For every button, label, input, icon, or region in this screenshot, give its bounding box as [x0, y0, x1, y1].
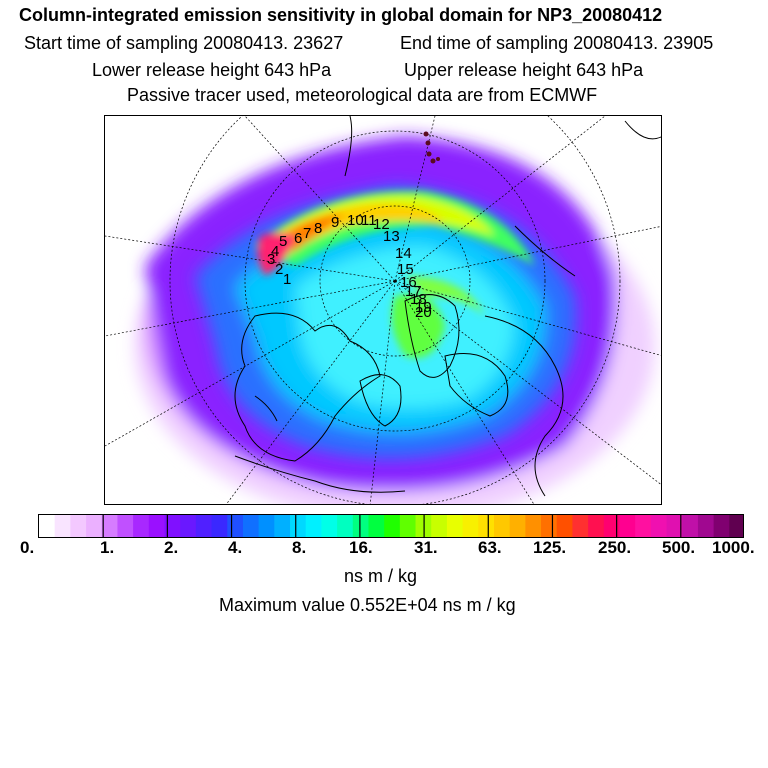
- colorbar-swatch: [729, 515, 743, 537]
- colorbar-tick: 8.: [292, 538, 307, 557]
- colorbar-swatch: [478, 515, 495, 537]
- maximum-value-label: Maximum value 0.552E+04 ns m / kg: [219, 595, 516, 615]
- colorbar-graphic: [39, 515, 743, 537]
- release-point-label: 8: [314, 220, 322, 237]
- release-point-label: 7: [303, 225, 311, 242]
- colorbar-swatch: [713, 515, 730, 537]
- release-point-label: 17: [405, 283, 422, 300]
- colorbar-swatch: [290, 515, 307, 537]
- colorbar-swatch: [148, 515, 166, 537]
- colorbar-tick: 1000.: [712, 538, 755, 557]
- release-point-label: 5: [279, 233, 287, 250]
- colorbar-swatch: [572, 515, 589, 537]
- colorbar-swatch: [493, 515, 511, 537]
- release-point-label: 4: [271, 243, 279, 260]
- colorbar-swatch: [258, 515, 275, 537]
- release-point-label: 18: [410, 291, 427, 308]
- colorbar-swatch: [603, 515, 621, 537]
- colorbar-swatch: [541, 515, 558, 537]
- units-label: ns m / kg: [344, 566, 418, 586]
- figure-title: Column-integrated emission sensitivity i…: [19, 5, 663, 25]
- colorbar-tick: 125.: [533, 538, 567, 557]
- colorbar-tick: 4.: [228, 538, 243, 557]
- colorbar-swatch: [70, 515, 87, 537]
- colorbar-swatch: [697, 515, 715, 537]
- tracer-info-label: Passive tracer used, meteorological data…: [127, 85, 598, 105]
- colorbar-tick: 16.: [349, 538, 373, 557]
- colorbar-tick: 63.: [478, 538, 502, 557]
- colorbar-swatch: [39, 515, 56, 537]
- colorbar-swatch: [666, 515, 683, 537]
- field-inner: [255, 190, 535, 358]
- colorbar-swatch: [54, 515, 71, 537]
- colorbar-swatch: [211, 515, 228, 537]
- release-point-label: 16: [400, 274, 417, 291]
- colorbar-swatch: [86, 515, 103, 537]
- release-point-label: 10: [347, 212, 364, 229]
- colorbar-swatch: [164, 515, 181, 537]
- colorbar-swatch: [462, 515, 479, 537]
- colorbar: [38, 514, 744, 538]
- release-point-label: 6: [294, 230, 302, 247]
- sensitivity-map: 1 2 3 4 5 6 7 8 9 10 11 12 13 14 15 16 17 18 19 20: [104, 115, 662, 505]
- graticule: [105, 116, 661, 504]
- coastlines: [234, 116, 661, 497]
- start-time-label: Start time of sampling 20080413. 23627: [24, 33, 344, 53]
- colorbar-swatch: [588, 515, 605, 537]
- colorbar-swatch: [274, 515, 291, 537]
- release-point-label: 19: [415, 299, 432, 316]
- colorbar-swatch: [556, 515, 574, 537]
- colorbar-swatch: [525, 515, 542, 537]
- colorbar-swatch: [133, 515, 150, 537]
- colorbar-swatch: [682, 515, 699, 537]
- end-time-label: End time of sampling 20080413. 23905: [400, 33, 714, 53]
- colorbar-swatch: [446, 515, 464, 537]
- colorbar-swatch: [305, 515, 322, 537]
- colorbar-swatch: [384, 515, 401, 537]
- colorbar-swatch: [619, 515, 636, 537]
- colorbar-tick: 31.: [414, 538, 438, 557]
- hotspot-dots: [423, 131, 440, 164]
- colorbar-tick: 250.: [598, 538, 632, 557]
- colorbar-swatch: [117, 515, 134, 537]
- colorbar-swatch: [101, 515, 119, 537]
- colorbar-swatch: [180, 515, 197, 537]
- colorbar-swatch: [635, 515, 652, 537]
- colorbar-tick: 0.: [20, 538, 35, 557]
- release-point-label: 1: [283, 271, 291, 288]
- colorbar-swatch: [337, 515, 354, 537]
- colorbar-tick: 500.: [662, 538, 696, 557]
- lower-release-height-label: Lower release height 643 hPa: [92, 60, 332, 80]
- colorbar-tick: 1.: [100, 538, 115, 557]
- colorbar-swatch: [650, 515, 668, 537]
- release-point-label: 3: [267, 251, 275, 268]
- release-point-label: 20: [415, 304, 432, 321]
- colorbar-swatch: [399, 515, 417, 537]
- colorbar-swatch: [321, 515, 338, 537]
- colorbar-swatch: [195, 515, 213, 537]
- colorbar-swatch: [509, 515, 526, 537]
- colorbar-swatch: [368, 515, 385, 537]
- release-point-label: 12: [373, 216, 390, 233]
- colorbar-swatch: [352, 515, 370, 537]
- release-point-label: 11: [361, 212, 377, 229]
- release-point-label: 13: [383, 228, 400, 245]
- release-point-label: 14: [395, 245, 412, 262]
- release-point-label: 9: [331, 214, 339, 231]
- colorbar-swatch: [227, 515, 244, 537]
- colorbar-tick: 2.: [164, 538, 179, 557]
- upper-release-height-label: Upper release height 643 hPa: [404, 60, 644, 80]
- release-point-label: 2: [275, 261, 283, 278]
- release-point-label: 15: [397, 261, 414, 278]
- colorbar-swatch: [242, 515, 260, 537]
- colorbar-swatch: [431, 515, 448, 537]
